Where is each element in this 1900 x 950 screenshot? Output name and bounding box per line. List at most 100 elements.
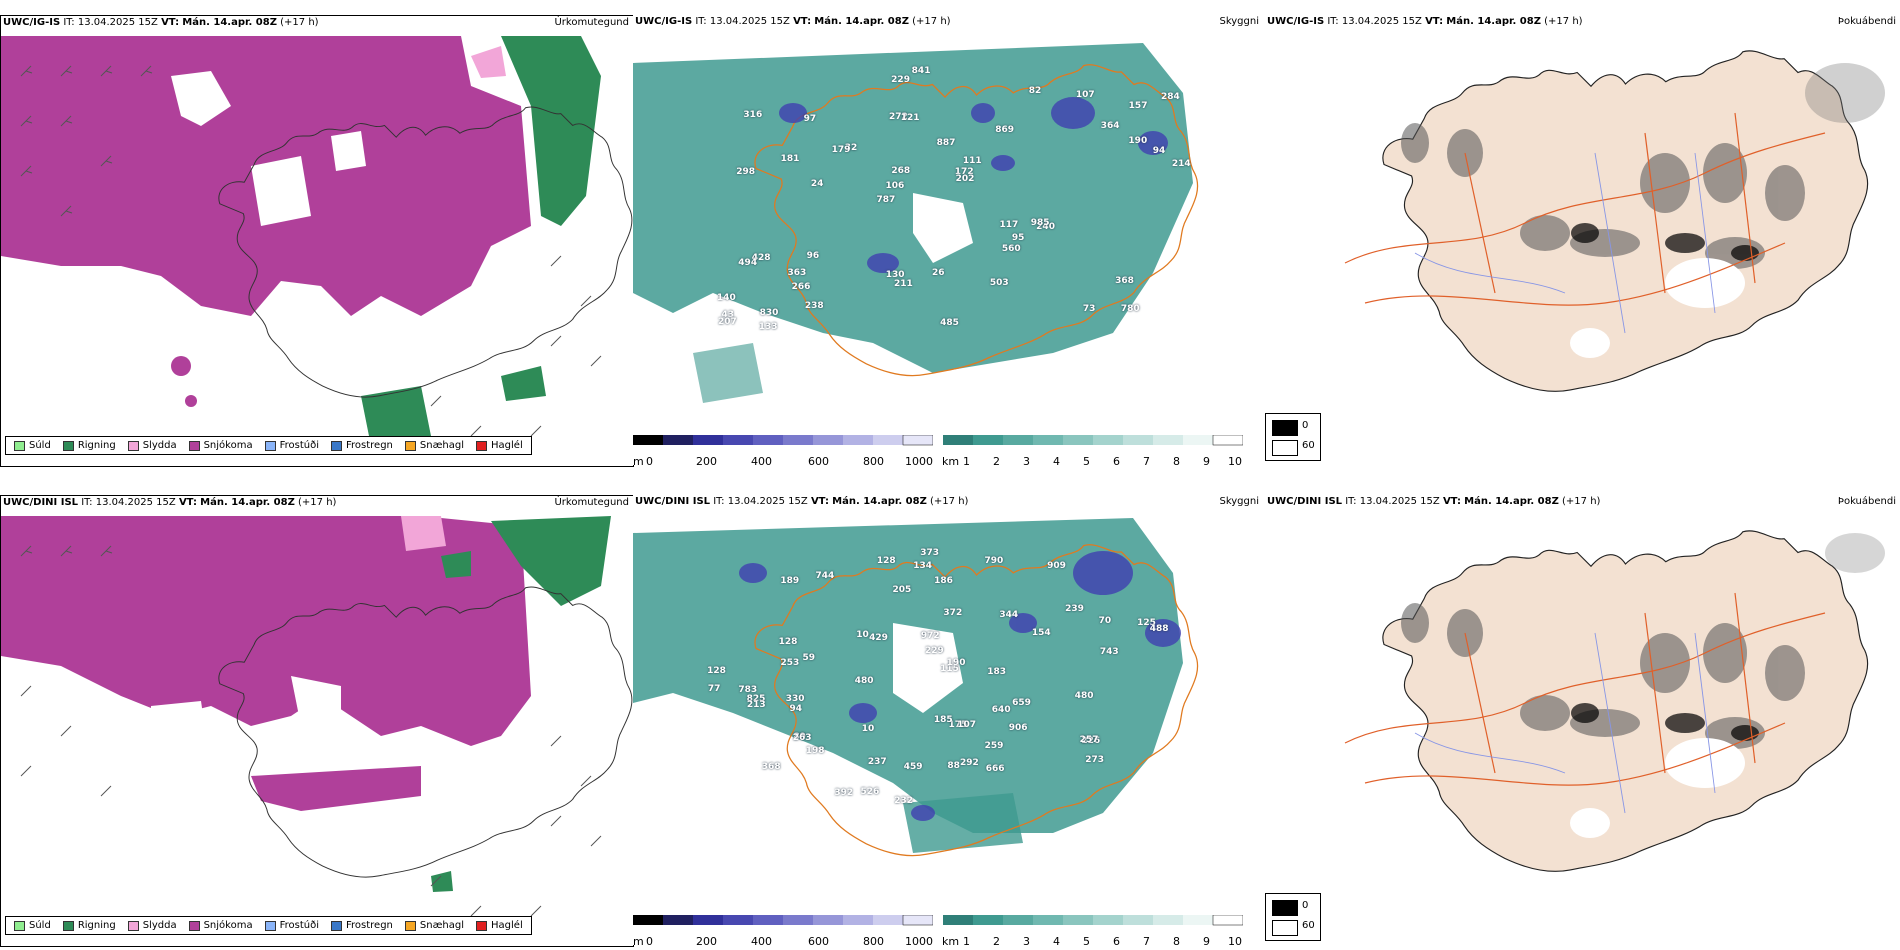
cloud-base-label: 211 (893, 278, 913, 289)
cloud-base-label: 906 (1008, 723, 1028, 734)
precip-type-map-bottom (1, 496, 633, 946)
cloud-base-label: 372 (943, 607, 963, 618)
snow-region (1, 516, 531, 746)
cloud-base-label: 111 (962, 156, 982, 167)
panel-header: UWC/DINI ISL IT: 13.04.2025 15Z VT: Mán.… (635, 496, 969, 507)
cloud-base-label: 743 (1099, 647, 1119, 657)
cloud-base-label: 70 (1098, 616, 1112, 627)
hail-swatch (476, 440, 488, 451)
freezing-rain-swatch (331, 440, 342, 451)
precip-type-panel-bottom: UWC/DINI ISL IT: 13.04.2025 15Z VT: Mán.… (0, 495, 634, 947)
cloud-base-label: 368 (1115, 275, 1134, 286)
cloud-base-label: 392 (834, 787, 854, 798)
freezing-drizzle-swatch (264, 440, 276, 451)
snow-hail-swatch (404, 920, 416, 931)
panel-title: Þokuábendi (1837, 496, 1896, 507)
cloud-base-label: 207 (717, 317, 737, 328)
rain-region (491, 516, 611, 606)
fog-map-bottom (1265, 513, 1900, 923)
cloud-base-label: 239 (1065, 603, 1084, 614)
drizzle-swatch (14, 440, 25, 451)
cloud-base-label: 157 (1128, 101, 1148, 112)
snow-hail-swatch (404, 440, 416, 451)
fog-legend-dark (1272, 900, 1298, 916)
cloud-base-label: 232 (894, 796, 913, 807)
cloud-base-label: 869 (995, 125, 1015, 135)
cloud-base-label: 117 (999, 220, 1019, 231)
cloud-base-label: 259 (984, 741, 1004, 752)
fog-legend-light (1272, 440, 1298, 456)
cloud-base-label: 744 (815, 571, 835, 582)
cloud-base-label: 292 (959, 757, 979, 768)
cloud-base-label: 257 (1079, 734, 1099, 745)
cloud-base-label: 89 (793, 732, 806, 743)
cloud-base-label: 298 (736, 167, 756, 178)
cloud-base-label: 273 (1085, 755, 1105, 766)
cloud-base-label: 181 (780, 154, 800, 165)
cloud-base-label: 130 (885, 269, 905, 280)
cloud-base-label: 226 (1081, 736, 1101, 747)
precip-legend: Súld Rigning Slydda Snjókoma Frostúði Fr… (5, 436, 532, 455)
cloud-base-label: 659 (1012, 697, 1031, 708)
cloud-base-label: 368 (761, 761, 781, 772)
panel-title: Skyggni (1219, 16, 1259, 27)
panel-header: UWC/IG-IS IT: 13.04.2025 15Z VT: Mán. 14… (1267, 16, 1583, 27)
fog-legend-top: 0 60 (1265, 413, 1321, 461)
cloud-base-label: 363 (787, 267, 807, 278)
cloud-base-label: 526 (860, 787, 880, 798)
rain-region (501, 36, 601, 226)
cloud-base-label: 316 (743, 110, 763, 121)
cloud-base-label: 429 (869, 632, 888, 643)
cloud-base-label: 190 (946, 657, 966, 668)
cloud-base-label: 179 (831, 144, 851, 155)
cloud-base-label: 272 (888, 112, 908, 123)
cloud-base-label: 972 (920, 630, 940, 641)
fog-map-top (1265, 33, 1900, 443)
sleet-swatch (127, 440, 139, 451)
cloud-base-label: 344 (999, 610, 1019, 621)
panel-title: Þokuábendi (1837, 16, 1896, 27)
cloud-base-label: 238 (804, 300, 824, 311)
visibility-panel-top: UWC/IG-IS IT: 13.04.2025 15Z VT: Mán. 14… (633, 15, 1263, 465)
cloud-base-label: 787 (876, 195, 896, 206)
cloud-base-label: 783 (738, 684, 758, 695)
cloud-base-label: 10 (861, 723, 875, 734)
cloud-base-label: 96 (806, 251, 820, 262)
cloud-base-label: 82 (1028, 86, 1042, 97)
visibility-map-top (633, 33, 1263, 443)
cloud-base-label: 909 (1047, 560, 1066, 571)
cloud-base-label: 43 (721, 309, 735, 320)
fog-legend-bottom: 0 60 (1265, 893, 1321, 941)
cloud-base-label: 95 (1011, 233, 1025, 244)
cloud-base-label: 229 (891, 75, 910, 86)
cloud-base-label: 128 (876, 556, 896, 566)
visibility-panel-bottom: UWC/DINI ISL IT: 13.04.2025 15Z VT: Mán.… (633, 495, 1263, 945)
cloud-base-label: 790 (984, 556, 1004, 567)
rain-swatch (62, 440, 74, 451)
cloud-base-label: 364 (1100, 120, 1120, 131)
cloud-base-label: 480 (1074, 691, 1094, 702)
cloud-base-label: 330 (785, 694, 805, 705)
cloud-base-label: 10 (856, 629, 869, 640)
fog-panel-top: UWC/IG-IS IT: 13.04.2025 15Z VT: Mán. 14… (1265, 15, 1900, 465)
cloud-base-label: 266 (791, 281, 811, 292)
cloud-base-label: 373 (920, 548, 940, 559)
cloud-base-label: 186 (934, 576, 953, 587)
wind-barbs (20, 545, 602, 917)
freezing-rain-swatch (331, 920, 342, 931)
rain-swatch (62, 920, 74, 931)
sleet-swatch (127, 920, 139, 931)
cloud-base-label: 32 (844, 143, 858, 153)
panel-header: UWC/DINI ISL IT: 13.04.2025 15Z VT: Mán.… (3, 497, 337, 508)
cloud-base-label: 503 (989, 278, 1009, 289)
cloud-base-label: 77 (707, 684, 721, 695)
cloud-base-label: 237 (867, 756, 887, 767)
precip-type-panel-top: UWC/IG-IS IT: 13.04.2025 15Z VT: Mán. 14… (0, 15, 634, 467)
cloud-base-label: 185 (933, 715, 953, 726)
cloud-base-label: 106 (885, 180, 905, 191)
panel-title: Úrkomutegund (554, 497, 629, 508)
panel-header: UWC/IG-IS IT: 13.04.2025 15Z VT: Mán. 14… (635, 16, 951, 27)
cloud-base-label: 26 (931, 267, 945, 278)
visibility-colorbar: km 1 2 3 4 5 6 7 8 9 10 (942, 915, 1263, 945)
cloud-base-label: 268 (891, 166, 911, 177)
